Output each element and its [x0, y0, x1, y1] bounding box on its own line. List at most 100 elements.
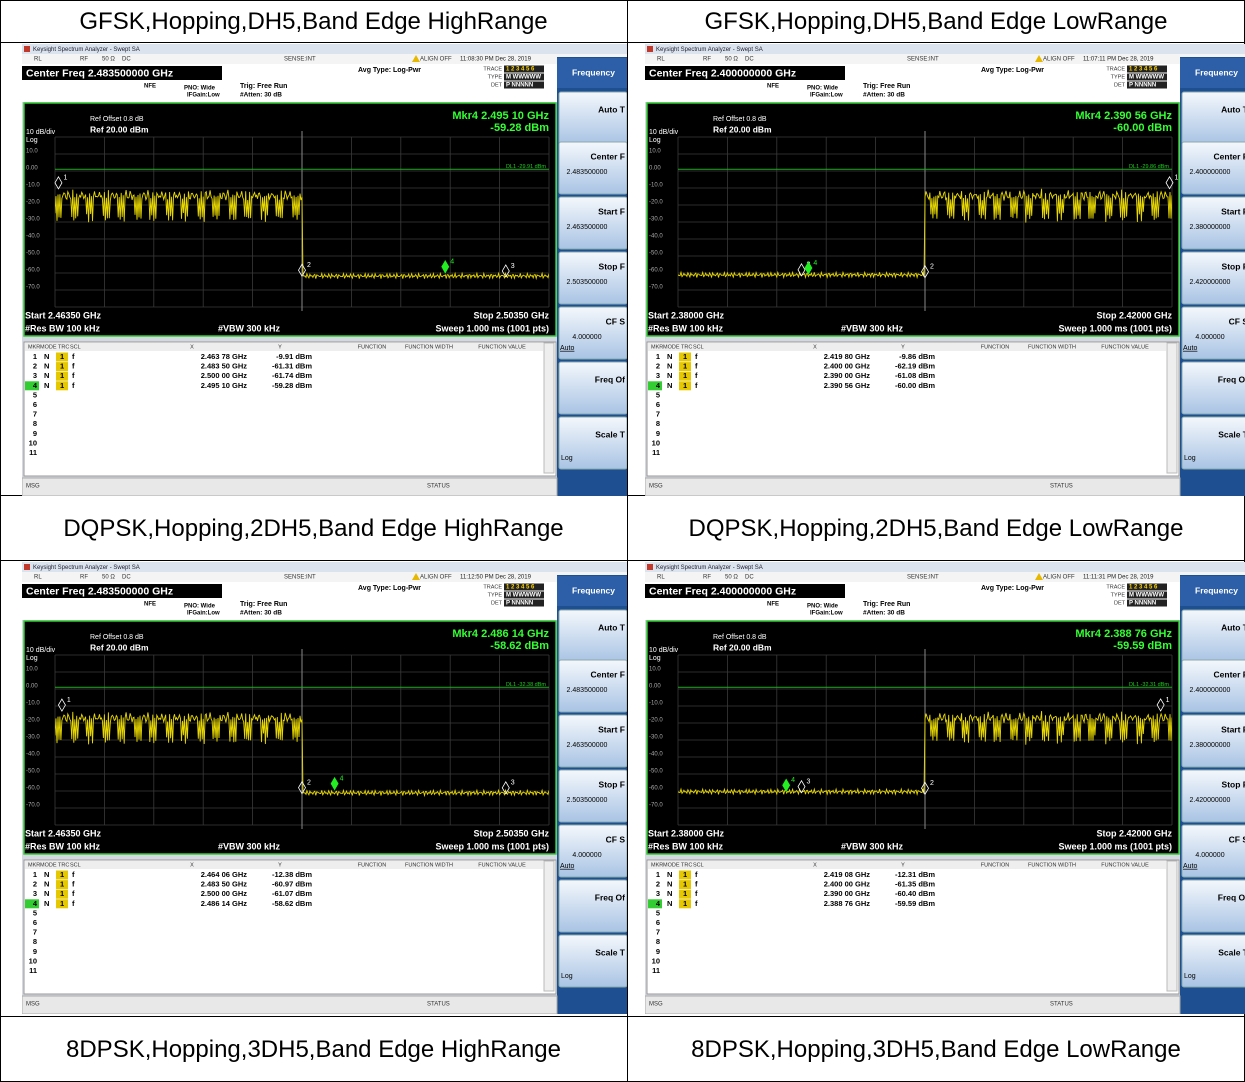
center-freq: Center Freq 2.400000000 GHz [649, 585, 796, 597]
table-header: SCL [70, 862, 81, 868]
status-item: SENSE:INT [907, 57, 939, 63]
marker-x: 2.464 06 GHz [201, 870, 248, 879]
ifgain: IFGain:Low [187, 611, 220, 617]
table-header: FUNCTION [981, 344, 1009, 350]
softkey-auto: Auto [1183, 863, 1198, 870]
marker-x: 2.390 00 GHz [824, 889, 871, 898]
trig: Trig: Free Run [863, 601, 910, 608]
status-bar [22, 996, 557, 1014]
row-number: 1 [33, 352, 37, 361]
mode: N [44, 870, 49, 879]
softkey-label: Auto T [1221, 104, 1245, 114]
trace-label: DET [491, 600, 503, 606]
scrollbar [544, 343, 554, 473]
marker-x: 2.463 78 GHz [201, 352, 248, 361]
y-tick-label: -60.0 [649, 268, 663, 274]
status-item: DC [745, 575, 754, 581]
status: STATUS [1050, 1002, 1073, 1008]
scale: 10 dB/div [26, 129, 56, 136]
marker-number: 1 [1175, 175, 1179, 182]
softkey-label: Freq Of [595, 892, 625, 902]
vbw: #VBW 300 kHz [841, 841, 904, 851]
scrollbar [1167, 343, 1177, 473]
softkey [1182, 362, 1245, 414]
row-number: 3 [656, 371, 660, 380]
trace-value: P NNNNN [506, 601, 533, 607]
marker-number: 4 [813, 260, 817, 267]
sweep: Sweep 1.000 ms (1001 pts) [435, 841, 549, 851]
rbw: #Res BW 100 kHz [648, 841, 724, 851]
row-number: 9 [33, 429, 37, 438]
pno: PNO: Wide [807, 604, 839, 610]
status-item: SENSE:INT [284, 575, 316, 581]
trc: 1 [60, 889, 64, 898]
trc: 1 [60, 899, 64, 908]
table-header: Y [901, 862, 905, 868]
status-item: RL [34, 57, 42, 63]
scrollbar [1167, 861, 1177, 991]
status-bar [22, 478, 557, 496]
trig: Trig: Free Run [863, 83, 910, 90]
row-number: 8 [33, 937, 37, 946]
row-number: 6 [33, 918, 37, 927]
table-header: MKR [28, 862, 40, 868]
row-number: 6 [656, 918, 660, 927]
softkey-label: Start F [1221, 206, 1245, 216]
softkey-value: 2.503500000 [567, 279, 608, 286]
status: STATUS [1050, 484, 1073, 490]
marker-number: 1 [63, 175, 67, 182]
row-number: 5 [33, 390, 37, 399]
row-number: 11 [29, 966, 37, 975]
softkey-value: 4.000000 [572, 334, 601, 341]
softkey-value: 2.420000000 [1190, 279, 1231, 286]
marker-number: 2 [307, 262, 311, 269]
table-header: TRC [58, 862, 69, 868]
softkey-label: Stop F [599, 779, 625, 789]
marker-y: -12.38 dBm [272, 870, 312, 879]
table-header: MODE [40, 862, 57, 868]
marker-x: 2.388 76 GHz [824, 899, 871, 908]
caption: 8DPSK,Hopping,3DH5,Band Edge HighRange [0, 1017, 627, 1081]
trc: 1 [683, 889, 687, 898]
softkey-value: 2.400000000 [1190, 687, 1231, 694]
trace-label: TYPE [488, 592, 503, 598]
y-tick-label: -30.0 [649, 217, 663, 223]
marker-readout-level: -58.62 dBm [490, 640, 549, 652]
trace-value: M WWWWW [1129, 75, 1164, 81]
row-number: 9 [656, 429, 660, 438]
stop-freq: Stop 2.50350 GHz [473, 828, 549, 838]
app-icon [647, 46, 653, 52]
mode: N [44, 371, 49, 380]
mode: N [667, 870, 672, 879]
marker-y: -62.19 dBm [895, 362, 935, 371]
stop-freq: Stop 2.42000 GHz [1096, 828, 1172, 838]
trace-value: M WWWWW [506, 75, 541, 81]
rbw: #Res BW 100 kHz [25, 841, 101, 851]
sweep: Sweep 1.000 ms (1001 pts) [435, 323, 549, 333]
trc: 1 [683, 352, 687, 361]
vbw: #VBW 300 kHz [218, 841, 281, 851]
y-tick-label: 0.00 [26, 166, 38, 172]
ref-offset: Ref Offset 0.8 dB [90, 116, 144, 123]
y-tick-label: 10.0 [649, 149, 661, 155]
trc: 1 [60, 362, 64, 371]
table-header: SCL [693, 344, 704, 350]
y-tick-label: -50.0 [649, 769, 663, 775]
table-header: X [813, 862, 817, 868]
softkey-value: 2.503500000 [567, 797, 608, 804]
marker-number: 4 [791, 777, 795, 784]
marker-x: 2.400 00 GHz [824, 362, 871, 371]
trace-value: P NNNNN [506, 83, 533, 89]
log: Log [649, 655, 661, 662]
softkey-label: CF S [1229, 834, 1245, 844]
sweep: Sweep 1.000 ms (1001 pts) [1058, 323, 1172, 333]
trc: 1 [683, 381, 687, 390]
softkey-label: Stop F [1222, 779, 1245, 789]
softkey [559, 610, 627, 662]
marker-number: 2 [930, 264, 934, 271]
app-title: Keysight Spectrum Analyzer - Swept SA [656, 565, 763, 571]
mode: N [667, 362, 672, 371]
softkey-label: Scale T [595, 947, 626, 957]
softkey [1182, 610, 1245, 662]
